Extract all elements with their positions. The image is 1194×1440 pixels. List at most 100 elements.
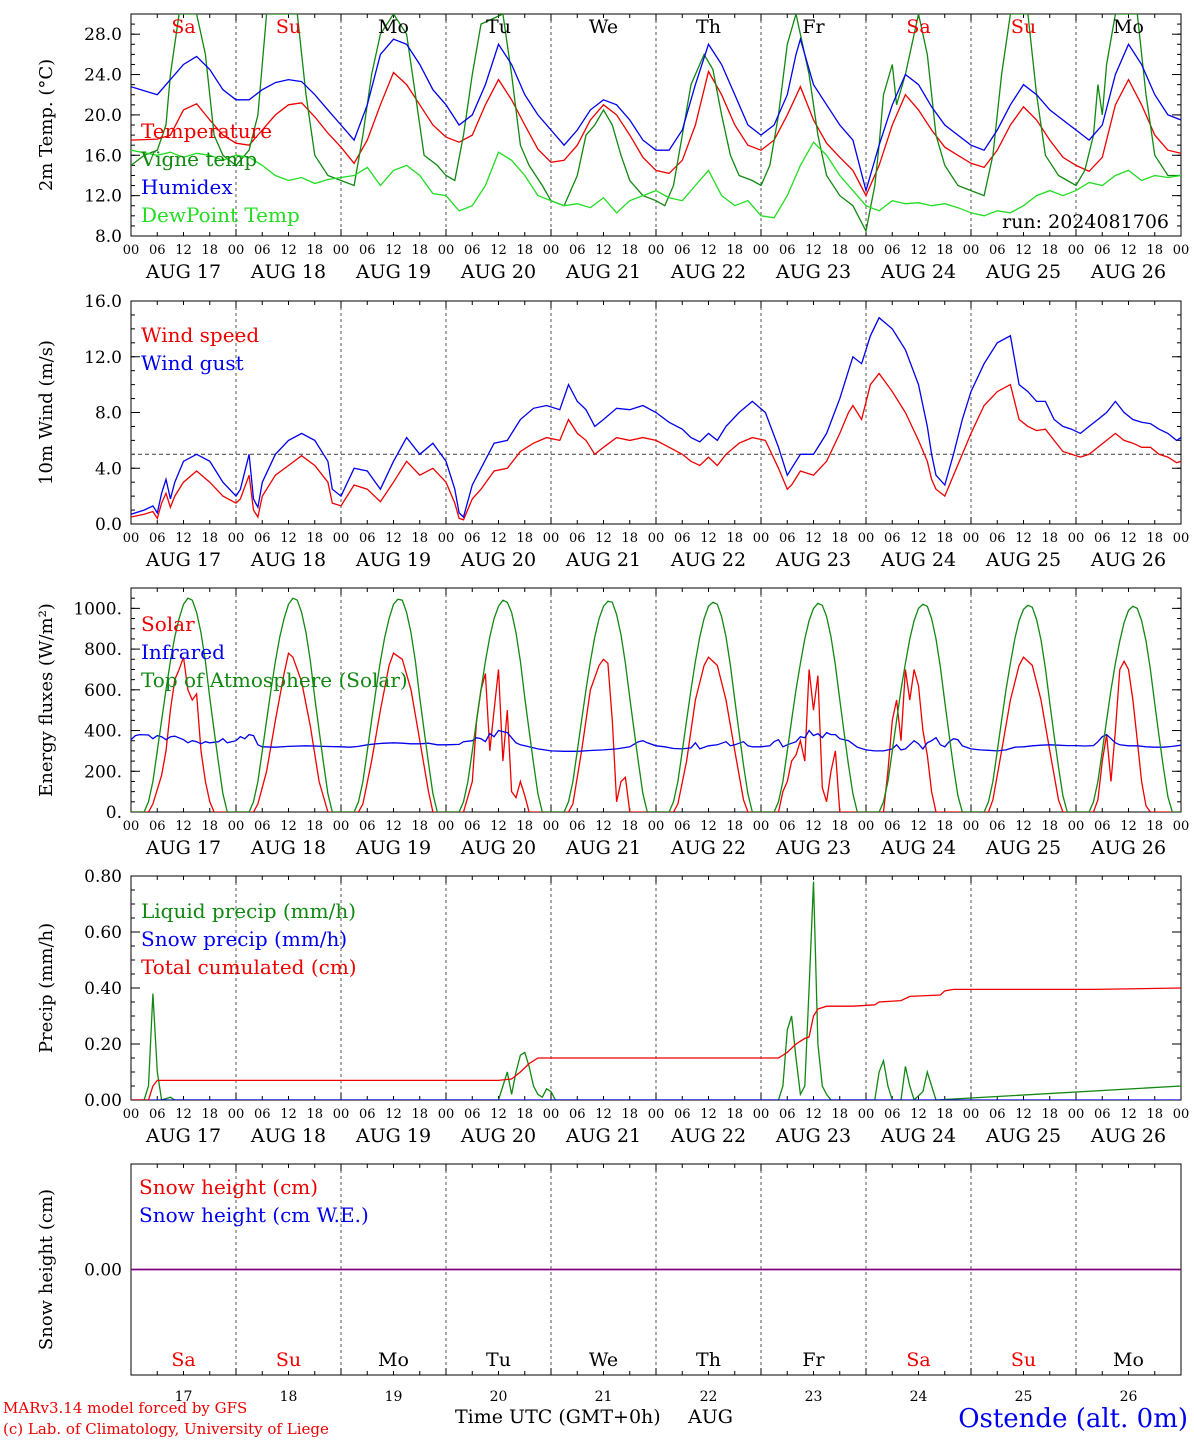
x-tick-label: 12 bbox=[280, 531, 297, 546]
x-tick-label: 00 bbox=[228, 531, 245, 546]
date-label: AUG 23 bbox=[775, 1125, 851, 1147]
x-tick-label: 06 bbox=[569, 243, 586, 258]
date-label: AUG 18 bbox=[250, 837, 326, 859]
x-tick-label: 06 bbox=[1094, 1107, 1111, 1122]
x-tick-label: 00 bbox=[858, 531, 875, 546]
x-tick-label: 00 bbox=[438, 819, 455, 834]
x-tick-label: 06 bbox=[569, 819, 586, 834]
x-tick-label: 18 bbox=[621, 243, 638, 258]
x-tick-label: 06 bbox=[779, 531, 796, 546]
y-tick-label: 0.00 bbox=[84, 1091, 122, 1111]
day-number-label: 17 bbox=[175, 1389, 193, 1405]
series-line-total-cumulated-cm bbox=[131, 987, 1181, 1100]
x-tick-label: 00 bbox=[123, 243, 140, 258]
y-tick-label: 0. bbox=[106, 803, 122, 823]
day-number-label: 21 bbox=[595, 1389, 613, 1405]
x-tick-label: 00 bbox=[333, 1107, 350, 1122]
y-tick-label: 600. bbox=[84, 681, 122, 701]
x-tick-label: 06 bbox=[359, 243, 376, 258]
weekday-label: Su bbox=[276, 16, 301, 38]
weekday-label: Th bbox=[696, 1349, 721, 1371]
x-tick-label: 12 bbox=[1120, 243, 1137, 258]
x-tick-label: 12 bbox=[910, 531, 927, 546]
x-tick-label: 18 bbox=[1041, 819, 1058, 834]
date-label: AUG 17 bbox=[145, 549, 221, 571]
x-tick-label: 18 bbox=[411, 819, 428, 834]
y-axis-label: 2m Temp. (°C) bbox=[36, 59, 57, 191]
x-tick-label: 18 bbox=[936, 819, 953, 834]
date-label: AUG 23 bbox=[775, 549, 851, 571]
x-tick-label: 12 bbox=[1120, 819, 1137, 834]
x-tick-label: 18 bbox=[1146, 1107, 1163, 1122]
date-label: AUG 25 bbox=[985, 1125, 1061, 1147]
date-label: AUG 17 bbox=[145, 1125, 221, 1147]
series-line-solar bbox=[131, 651, 1181, 812]
x-tick-label: 06 bbox=[884, 243, 901, 258]
x-tick-label: 06 bbox=[989, 243, 1006, 258]
series-line-top-of-atmosphere-solar bbox=[131, 597, 1181, 812]
y-tick-label: 12.0 bbox=[84, 187, 122, 207]
date-label: AUG 26 bbox=[1090, 261, 1166, 283]
series-line-infrared bbox=[131, 729, 1181, 752]
x-tick-label: 00 bbox=[1173, 243, 1190, 258]
x-tick-label: 12 bbox=[175, 1107, 192, 1122]
date-label: AUG 19 bbox=[355, 837, 431, 859]
x-tick-label: 18 bbox=[726, 243, 743, 258]
x-tick-label: 00 bbox=[858, 819, 875, 834]
x-tick-label: 00 bbox=[123, 531, 140, 546]
x-tick-label: 06 bbox=[569, 531, 586, 546]
x-tick-label: 00 bbox=[1068, 1107, 1085, 1122]
x-tick-label: 00 bbox=[648, 819, 665, 834]
x-tick-label: 18 bbox=[726, 1107, 743, 1122]
x-tick-label: 06 bbox=[989, 819, 1006, 834]
y-tick-label: 24.0 bbox=[84, 66, 122, 86]
x-tick-label: 18 bbox=[306, 819, 323, 834]
weekday-label: Th bbox=[696, 16, 721, 38]
day-number-label: 26 bbox=[1120, 1389, 1138, 1405]
x-tick-label: 18 bbox=[306, 243, 323, 258]
date-label: AUG 21 bbox=[565, 837, 641, 859]
x-tick-label: 06 bbox=[779, 819, 796, 834]
x-tick-label: 06 bbox=[674, 819, 691, 834]
weekday-label: Mo bbox=[378, 16, 409, 38]
run-label: run: 2024081706 bbox=[1002, 211, 1169, 233]
day-number-label: 18 bbox=[280, 1389, 298, 1405]
series-line-wind-gust bbox=[131, 316, 1181, 519]
day-number-label: 20 bbox=[490, 1389, 508, 1405]
series-line-vigne-temp bbox=[131, 14, 1181, 233]
series-line-dewpoint-temp bbox=[131, 141, 1181, 219]
x-tick-label: 00 bbox=[858, 1107, 875, 1122]
date-label: AUG 19 bbox=[355, 549, 431, 571]
x-tick-label: 12 bbox=[490, 819, 507, 834]
x-tick-label: 18 bbox=[621, 819, 638, 834]
date-label: AUG 18 bbox=[250, 261, 326, 283]
weekday-label: Mo bbox=[378, 1349, 409, 1371]
x-tick-label: 12 bbox=[1015, 243, 1032, 258]
x-tick-label: 00 bbox=[543, 819, 560, 834]
x-tick-label: 00 bbox=[1173, 531, 1190, 546]
weekday-label: Tu bbox=[486, 16, 511, 38]
x-tick-label: 12 bbox=[1015, 531, 1032, 546]
x-tick-label: 12 bbox=[805, 1107, 822, 1122]
date-label: AUG 24 bbox=[880, 1125, 956, 1147]
x-tick-label: 18 bbox=[1041, 531, 1058, 546]
x-tick-label: 12 bbox=[1015, 1107, 1032, 1122]
x-tick-label: 06 bbox=[884, 1107, 901, 1122]
weekday-label: Sa bbox=[171, 16, 195, 38]
legend-entry: Vigne temp bbox=[140, 147, 257, 171]
credit-line: MARv3.14 model forced by GFS bbox=[3, 1399, 247, 1417]
legend-entry: Wind speed bbox=[141, 323, 259, 347]
y-tick-label: 28.0 bbox=[84, 25, 122, 45]
x-tick-label: 06 bbox=[884, 819, 901, 834]
x-tick-label: 18 bbox=[411, 243, 428, 258]
x-tick-label: 00 bbox=[543, 243, 560, 258]
date-label: AUG 21 bbox=[565, 261, 641, 283]
x-tick-label: 06 bbox=[674, 243, 691, 258]
y-tick-label: 200. bbox=[84, 762, 122, 782]
y-tick-label: 800. bbox=[84, 640, 122, 660]
legend-entry: Snow height (cm W.E.) bbox=[139, 1203, 369, 1227]
x-tick-label: 00 bbox=[1068, 243, 1085, 258]
x-tick-label: 06 bbox=[1094, 243, 1111, 258]
x-tick-label: 18 bbox=[1146, 531, 1163, 546]
x-tick-label: 06 bbox=[254, 531, 271, 546]
